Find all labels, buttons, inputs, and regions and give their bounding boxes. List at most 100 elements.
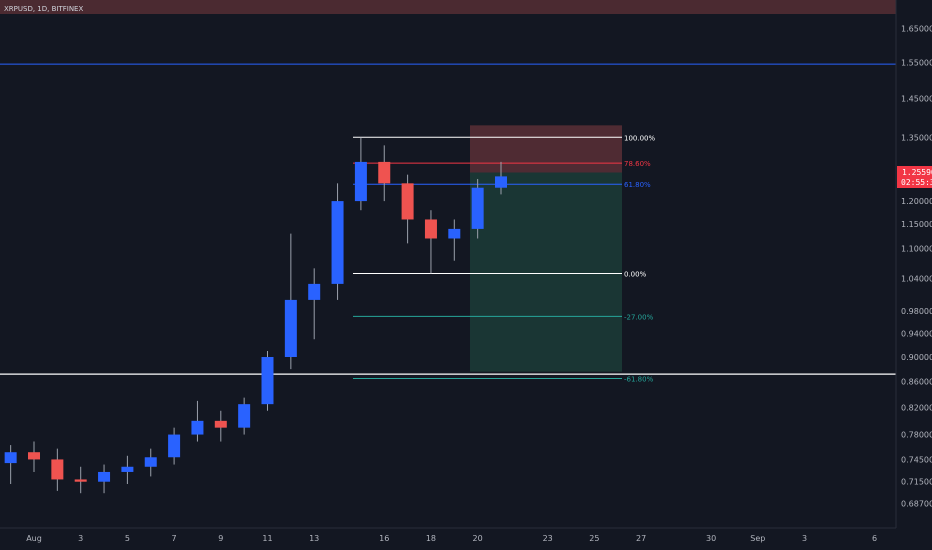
y-tick-label-2: 1.45000 <box>901 95 932 104</box>
x-tick-label-6: 13 <box>309 534 319 543</box>
y-tick-label-17: 0.68700 <box>901 499 932 508</box>
y-tick-label-16: 0.71500 <box>901 478 932 487</box>
candle-body-1 <box>28 452 40 460</box>
x-tick-label-4: 9 <box>218 534 223 543</box>
y-tick-label-7: 1.10000 <box>901 244 932 253</box>
candle-body-10 <box>238 404 251 428</box>
candle-body-17 <box>401 183 414 220</box>
y-tick-label-15: 0.74500 <box>901 455 932 464</box>
fib-level-label-3: 0.00% <box>624 270 647 278</box>
candle-0 <box>4 445 17 484</box>
candle-6 <box>144 448 157 477</box>
candle-body-0 <box>4 452 17 464</box>
candle-8 <box>191 400 204 442</box>
candle-body-14 <box>331 201 344 284</box>
x-tick-label-9: 20 <box>473 534 483 543</box>
candle-body-3 <box>74 479 87 482</box>
candle-15 <box>354 137 367 211</box>
candle-17 <box>401 174 414 244</box>
candle-body-19 <box>448 228 461 239</box>
fib-level-label-4: -27.00% <box>624 313 654 321</box>
y-tick-label-14: 0.78000 <box>901 431 932 440</box>
candle-body-9 <box>214 420 227 428</box>
current-price-tag-box <box>897 166 932 188</box>
x-tick-label-11: 25 <box>589 534 599 543</box>
x-tick-label-14: Sep <box>750 534 765 543</box>
candle-12 <box>284 233 297 370</box>
x-tick-label-2: 5 <box>125 534 130 543</box>
candle-body-11 <box>261 357 274 405</box>
candle-2 <box>51 448 64 491</box>
y-tick-label-9: 0.98000 <box>901 307 932 316</box>
candle-body-5 <box>121 466 134 472</box>
candle-7 <box>168 427 181 465</box>
candle-19 <box>448 219 461 261</box>
candle-1 <box>28 441 40 472</box>
x-tick-label-12: 27 <box>636 534 646 543</box>
bar-countdown: 02:55:31 <box>901 178 932 187</box>
y-tick-label-12: 0.86000 <box>901 378 932 387</box>
candle-5 <box>121 455 134 484</box>
candle-13 <box>308 268 321 340</box>
fib-level-label-0: 100.00% <box>624 134 655 142</box>
y-tick-label-1: 1.55000 <box>901 58 932 67</box>
x-tick-label-15: 3 <box>802 534 807 543</box>
candle-11 <box>261 351 274 411</box>
x-tick-label-0: Aug <box>26 534 42 543</box>
candle-3 <box>74 466 87 494</box>
top-highlight-band <box>0 0 896 14</box>
candle-14 <box>331 183 344 300</box>
x-tick-label-13: 30 <box>706 534 716 543</box>
y-tick-label-11: 0.90000 <box>901 353 932 362</box>
candle-9 <box>214 410 227 442</box>
x-tick-label-7: 16 <box>379 534 389 543</box>
candle-21 <box>495 161 507 195</box>
x-tick-label-3: 7 <box>172 534 177 543</box>
candle-10 <box>238 397 251 435</box>
candle-body-2 <box>51 459 64 480</box>
fib-level-label-1: 78.60% <box>624 160 651 168</box>
candle-body-20 <box>471 187 484 229</box>
candle-body-18 <box>424 219 437 239</box>
y-tick-label-13: 0.82000 <box>901 403 932 412</box>
candle-4 <box>98 464 111 494</box>
y-tick-label-10: 0.94000 <box>901 329 932 338</box>
candle-18 <box>424 210 437 274</box>
stop-loss-zone[interactable] <box>470 125 622 173</box>
candle-body-12 <box>284 299 297 358</box>
candle-body-13 <box>308 283 321 300</box>
candle-20 <box>471 178 484 239</box>
take-profit-zone[interactable] <box>470 172 622 372</box>
fib-level-label-5: -61.80% <box>624 376 654 384</box>
candlesticks <box>4 137 507 494</box>
y-tick-label-8: 1.04000 <box>901 275 932 284</box>
candle-body-4 <box>98 471 111 482</box>
price-axis-background <box>896 0 932 550</box>
candle-body-21 <box>495 176 507 188</box>
fibonacci-retracement[interactable]: 100.00% 78.60% 61.80% 0.00% -27.00% -61.80% <box>353 134 655 384</box>
horizontal-lines[interactable] <box>0 63 896 375</box>
candle-body-7 <box>168 434 181 458</box>
y-tick-label-3: 1.35000 <box>901 133 932 142</box>
fib-level-label-2: 61.80% <box>624 181 651 189</box>
position-zones[interactable] <box>470 125 622 372</box>
x-tick-label-10: 23 <box>543 534 553 543</box>
candle-16 <box>378 145 391 202</box>
x-tick-label-8: 18 <box>426 534 436 543</box>
x-tick-label-1: 3 <box>78 534 83 543</box>
candle-body-6 <box>144 457 157 467</box>
y-tick-label-0: 1.65000 <box>901 25 932 34</box>
time-axis[interactable]: Aug 3 5 7 9 11 13 16 18 20 23 25 27 30 Sep 3 6 <box>26 534 877 543</box>
candle-body-15 <box>354 161 367 202</box>
candle-body-16 <box>378 161 391 184</box>
x-tick-label-5: 11 <box>262 534 272 543</box>
y-tick-label-6: 1.15000 <box>901 220 932 229</box>
y-tick-label-5: 1.20000 <box>901 197 932 206</box>
candle-body-8 <box>191 420 204 435</box>
x-tick-label-16: 6 <box>872 534 877 543</box>
